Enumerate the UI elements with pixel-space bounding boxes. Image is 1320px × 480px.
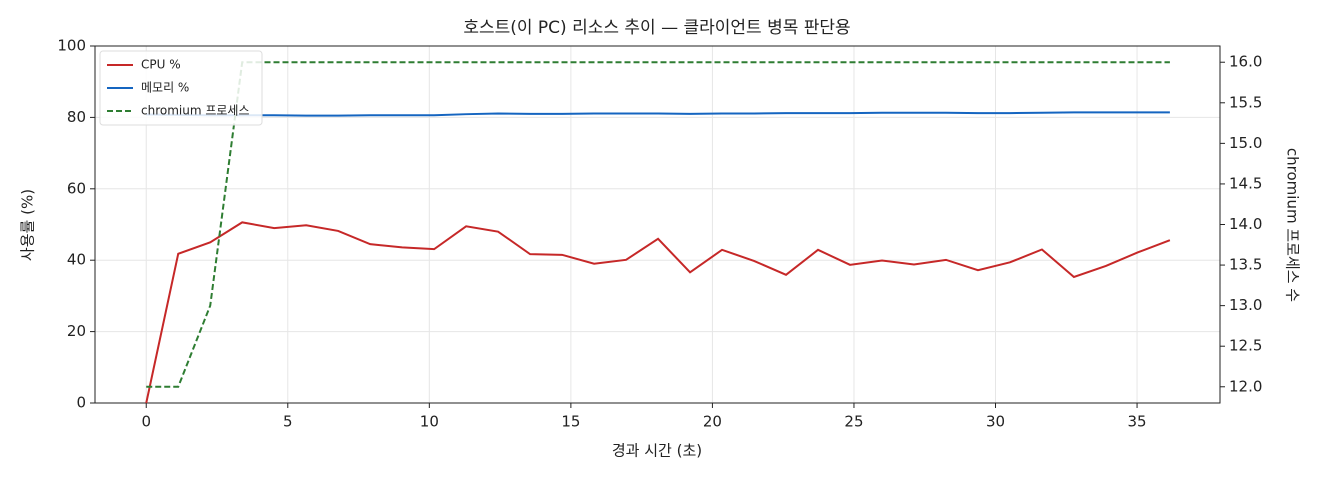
x-tick-label: 20 bbox=[703, 413, 722, 431]
y2-tick-label: 15.0 bbox=[1229, 134, 1262, 152]
series-line bbox=[145, 221, 1171, 404]
y2-tick-label: 14.5 bbox=[1229, 174, 1262, 192]
x-tick-label: 35 bbox=[1128, 413, 1147, 431]
plot-frame bbox=[94, 45, 1221, 404]
series-line bbox=[146, 111, 1170, 117]
y-tick-label: 0 bbox=[76, 394, 86, 412]
legend-label: 메모리 % bbox=[141, 81, 189, 95]
legend-box bbox=[99, 50, 263, 126]
y2-axis-label: chromium 프로세스 수 bbox=[1284, 148, 1302, 302]
y-tick-label: 100 bbox=[57, 37, 86, 55]
y2-tick-label: 13.5 bbox=[1229, 256, 1262, 274]
x-tick-label: 30 bbox=[986, 413, 1005, 431]
x-tick-label: 25 bbox=[844, 413, 863, 431]
y-tick-label: 40 bbox=[67, 251, 86, 269]
x-tick-label: 15 bbox=[561, 413, 580, 431]
x-tick-label: 5 bbox=[283, 413, 293, 431]
legend: CPU % 메모리 % chromium 프로세스 bbox=[99, 50, 263, 126]
y2-tick-label: 12.0 bbox=[1229, 377, 1262, 395]
y2-tick-label: 13.0 bbox=[1229, 296, 1262, 314]
legend-label: CPU % bbox=[141, 58, 181, 72]
y-axis-label: 사용률 (%) bbox=[19, 189, 37, 261]
y2-tick-label: 12.5 bbox=[1229, 337, 1262, 355]
x-tick-label: 0 bbox=[141, 413, 151, 431]
y2-tick-label: 15.5 bbox=[1229, 93, 1262, 111]
x-axis-label: 경과 시간 (초) bbox=[612, 442, 702, 460]
legend-label: chromium 프로세스 bbox=[141, 104, 250, 118]
y-tick-label: 80 bbox=[67, 108, 86, 126]
y2-tick-label: 14.0 bbox=[1229, 215, 1262, 233]
x-tick-label: 10 bbox=[420, 413, 439, 431]
y2-tick-label: 16.0 bbox=[1229, 53, 1262, 71]
y-tick-label: 60 bbox=[67, 179, 86, 197]
chart-title: 호스트(이 PC) 리소스 추이 — 클라이언트 병목 판단용 bbox=[463, 18, 850, 38]
y-tick-label: 20 bbox=[67, 322, 86, 340]
series-line bbox=[146, 61, 1170, 388]
